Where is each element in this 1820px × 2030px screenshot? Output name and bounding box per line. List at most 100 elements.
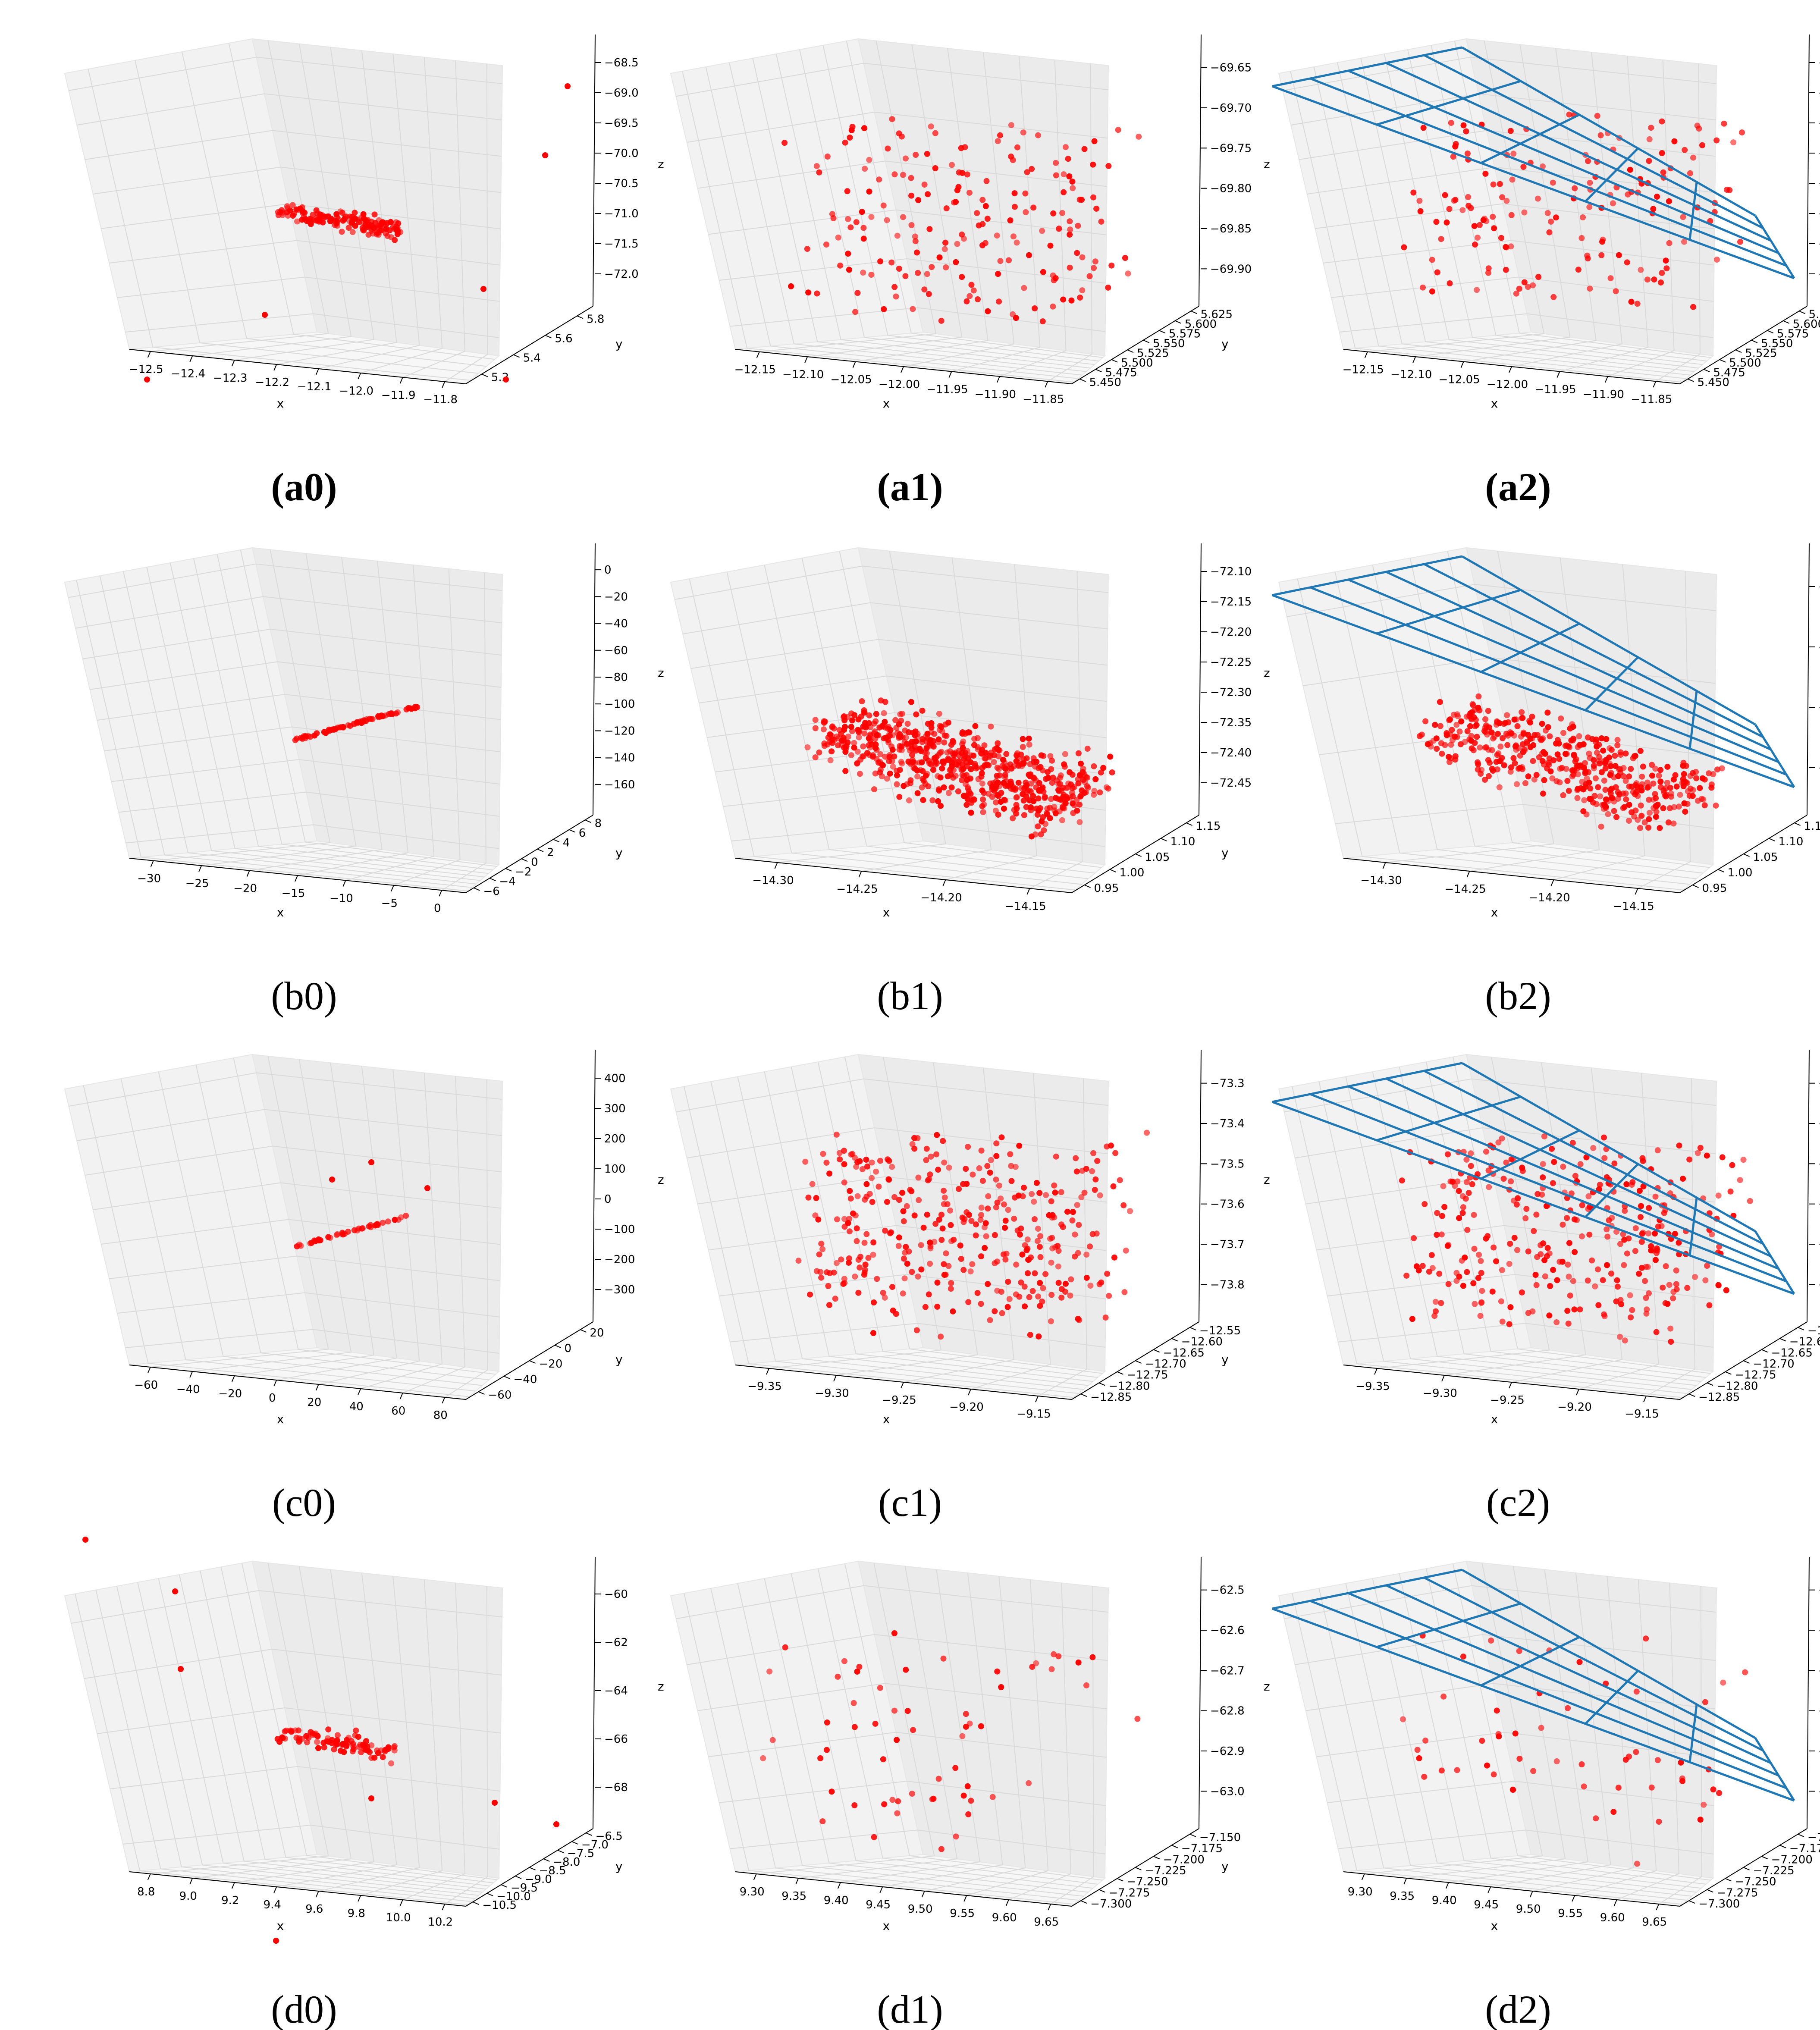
data-point <box>1048 1292 1055 1298</box>
data-point <box>1699 142 1705 148</box>
data-point <box>1516 1648 1522 1654</box>
data-point <box>334 1732 341 1738</box>
data-point <box>841 1224 848 1230</box>
data-point <box>978 1723 984 1729</box>
z-tick-label: −62.7 <box>1818 1664 1820 1677</box>
data-point <box>1467 723 1473 729</box>
data-point <box>909 1791 915 1797</box>
data-point <box>889 747 896 753</box>
data-point <box>838 1256 844 1263</box>
data-point <box>1637 748 1644 754</box>
data-point <box>1078 1194 1085 1200</box>
data-point <box>1040 269 1046 275</box>
data-point <box>1050 303 1056 310</box>
data-point <box>1020 797 1027 804</box>
data-point <box>1580 786 1587 793</box>
data-point <box>542 152 548 158</box>
data-point <box>1097 789 1103 796</box>
data-point <box>1501 721 1507 727</box>
data-point <box>1636 1271 1642 1277</box>
y-tick <box>486 1893 493 1896</box>
data-point <box>1456 1215 1462 1221</box>
data-point <box>889 1284 895 1290</box>
data-point <box>1694 1150 1701 1156</box>
data-point <box>392 1217 398 1223</box>
x-axis-line <box>129 1365 466 1400</box>
data-point <box>1483 1235 1489 1242</box>
data-point <box>941 784 947 791</box>
grid-line-x <box>150 1056 329 1368</box>
z-axis-line <box>593 1556 596 1829</box>
data-point <box>1519 715 1525 722</box>
data-point <box>1434 746 1440 752</box>
data-point <box>805 1194 812 1201</box>
x-tick <box>1026 888 1030 895</box>
y-tick-label: 5.4 <box>523 352 541 365</box>
data-point <box>1001 1201 1007 1208</box>
x-tick-label: −14.20 <box>1528 891 1570 904</box>
data-point <box>1653 795 1659 801</box>
y-tick-label: 5.6 <box>555 333 572 345</box>
z-tick-label: −72.40 <box>1210 747 1252 759</box>
data-point <box>819 1818 826 1825</box>
grid-line-x <box>192 44 352 356</box>
data-point <box>1464 1269 1470 1275</box>
grid-line-x <box>318 1576 420 1892</box>
data-point <box>1548 218 1554 225</box>
grid-line-x <box>276 50 397 365</box>
data-point <box>1677 791 1683 798</box>
data-point <box>1553 1319 1560 1325</box>
z-tick-label: −20 <box>604 590 628 603</box>
data-point <box>928 761 934 768</box>
grid-line-x <box>360 1073 443 1389</box>
data-point <box>909 1269 915 1275</box>
y-tick <box>1143 339 1150 343</box>
data-point <box>1506 1321 1512 1327</box>
data-point <box>1078 760 1084 767</box>
data-point <box>1624 259 1630 266</box>
data-point <box>941 1201 947 1207</box>
x-tick <box>1403 1878 1407 1885</box>
data-point <box>854 1193 861 1199</box>
x-tick <box>1466 871 1470 878</box>
data-point <box>1485 1167 1492 1174</box>
data-point <box>914 249 920 256</box>
data-point <box>1058 788 1065 794</box>
data-point <box>943 1250 949 1257</box>
data-point <box>1623 1181 1630 1187</box>
y-tick-label: 5.625 <box>1809 308 1820 321</box>
data-point <box>1613 814 1619 820</box>
data-point <box>922 1304 929 1310</box>
data-point <box>1414 1747 1421 1753</box>
data-point <box>1031 1199 1037 1205</box>
data-point <box>1646 797 1652 803</box>
data-point <box>870 1252 876 1258</box>
data-point <box>1115 127 1121 133</box>
data-point <box>941 1187 947 1194</box>
data-point <box>1657 778 1664 785</box>
data-point <box>1049 780 1055 786</box>
grid-line-y <box>241 1563 497 1880</box>
x-tick <box>1441 1375 1445 1382</box>
data-point <box>966 1720 973 1727</box>
data-point <box>966 189 973 196</box>
data-point <box>1051 1182 1057 1189</box>
data-point <box>1560 730 1566 736</box>
data-point <box>1409 1316 1415 1322</box>
data-point <box>1626 783 1632 790</box>
y-tick-label: 5.600 <box>1793 318 1820 331</box>
data-point <box>1070 800 1076 806</box>
data-point <box>941 1159 948 1166</box>
data-point <box>1419 1263 1426 1269</box>
data-point <box>1015 779 1022 786</box>
data-point <box>1632 1248 1638 1254</box>
data-point <box>993 1204 999 1211</box>
data-point <box>882 753 888 760</box>
grid-line-x <box>1367 41 1545 352</box>
data-point <box>299 736 306 742</box>
data-point <box>1476 222 1483 228</box>
y-tick-label: −12.65 <box>1771 1346 1813 1359</box>
data-point <box>1008 1163 1014 1169</box>
grid-line-x <box>945 564 1037 880</box>
y-tick-label: 5.575 <box>1777 327 1809 340</box>
